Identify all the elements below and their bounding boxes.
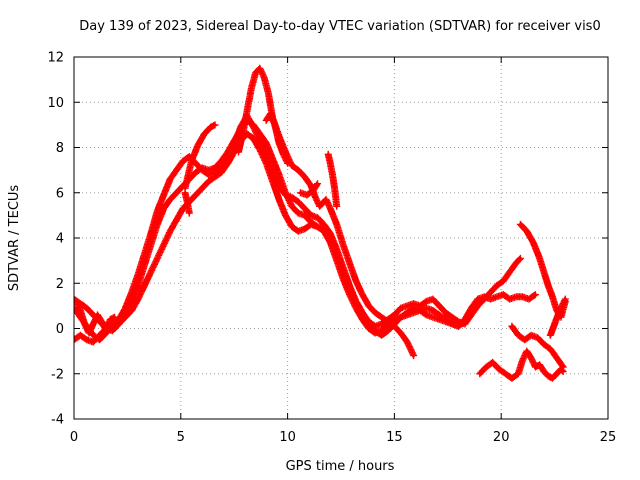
y-tick-label: -4 (51, 413, 64, 428)
y-tick-label: 8 (56, 141, 64, 156)
plus-markers (476, 347, 567, 382)
plus-markers (262, 110, 292, 167)
plus-markers (508, 322, 567, 371)
y-tick-label: 6 (56, 186, 64, 201)
plus-markers (516, 220, 569, 321)
axis-ticks: 0 5 10 15 20 25 -4 -2 0 2 4 6 8 10 12 (47, 51, 616, 446)
x-tick-label: 10 (279, 430, 296, 445)
plus-markers (235, 64, 418, 360)
y-tick-label: 10 (47, 96, 64, 111)
series-arc-10 (296, 180, 321, 199)
plus-markers (324, 150, 341, 210)
plus-markers (181, 121, 219, 192)
series-arc-7 (235, 64, 418, 360)
plus-markers (181, 189, 193, 217)
x-tick-label: 20 (493, 430, 510, 445)
plus-markers (296, 180, 321, 199)
series-arc-11 (476, 347, 567, 382)
series-arc-6 (181, 189, 193, 217)
chart-title: Day 139 of 2023, Sidereal Day-to-day VTE… (79, 19, 600, 34)
series-arc-8 (262, 110, 292, 167)
y-tick-label: 12 (47, 51, 64, 66)
series-arc-12 (508, 322, 567, 371)
y-axis-label: SDTVAR / TECUs (7, 185, 22, 292)
x-tick-label: 5 (177, 430, 185, 445)
plus-markers (74, 130, 469, 346)
series-arc-9 (324, 150, 341, 210)
series-band (237, 66, 416, 358)
x-axis-label: GPS time / hours (286, 459, 395, 474)
y-tick-label: 0 (56, 322, 64, 337)
y-tick-label: 4 (56, 232, 64, 247)
series-arc-5 (181, 121, 219, 192)
plus-markers (546, 295, 569, 339)
plus-markers (74, 297, 119, 337)
x-tick-label: 15 (386, 430, 403, 445)
x-tick-label: 25 (600, 430, 617, 445)
x-tick-label: 0 (70, 430, 78, 445)
series-arc-4 (74, 297, 119, 337)
y-tick-label: -2 (51, 367, 64, 382)
series-layer (74, 64, 569, 382)
series-arc-3 (74, 130, 469, 346)
series-arc-14 (546, 295, 569, 339)
y-tick-label: 2 (56, 277, 64, 292)
